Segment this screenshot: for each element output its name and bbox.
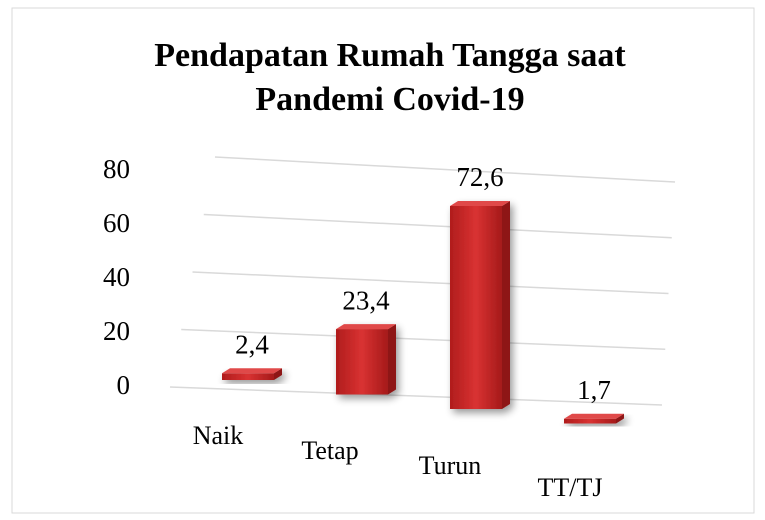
grid-line (169, 386, 663, 406)
bar-top (222, 368, 282, 374)
bar-side (388, 324, 396, 395)
chart-title: Pendapatan Rumah Tangga saat (154, 37, 626, 74)
bar-front (450, 206, 502, 409)
chart-subtitle: Pandemi Covid-19 (255, 81, 524, 118)
bar (450, 201, 510, 409)
bar (222, 368, 282, 380)
bar (564, 413, 624, 424)
grid-line (203, 213, 672, 239)
bar-front (564, 418, 616, 424)
grid-line (181, 328, 666, 350)
bar-side (274, 368, 282, 380)
bar-front (336, 329, 388, 395)
bar-side (616, 413, 624, 424)
grid-line (192, 271, 669, 295)
y-tick-label: 40 (103, 262, 130, 292)
value-label: 23,4 (342, 285, 390, 315)
bar-top (336, 324, 396, 330)
bar-side (502, 201, 510, 409)
y-tick-label: 80 (103, 154, 130, 184)
bar (336, 324, 396, 395)
y-tick-label: 20 (103, 316, 130, 346)
bar-front (222, 373, 274, 380)
chart-border (11, 7, 755, 514)
bar-top (450, 201, 510, 206)
grid-line (214, 156, 676, 183)
value-label: 1,7 (577, 375, 611, 405)
y-tick-label: 0 (117, 370, 131, 400)
value-label: 2,4 (235, 329, 269, 359)
x-tick-label: TT/TJ (538, 473, 603, 502)
bar-top (564, 413, 624, 419)
y-tick-label: 60 (103, 208, 130, 238)
value-label: 72,6 (456, 162, 503, 192)
x-tick-label: Naik (193, 421, 244, 450)
x-tick-label: Turun (419, 451, 482, 480)
x-tick-label: Tetap (301, 436, 358, 465)
